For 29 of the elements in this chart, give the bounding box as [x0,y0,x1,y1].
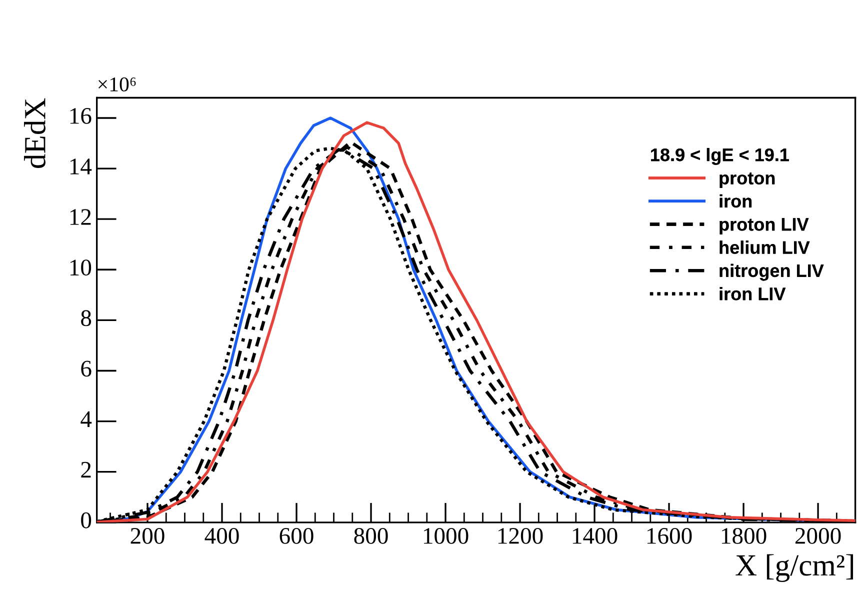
y-tick-label: 2 [81,462,91,478]
legend-title: 18.9 < lgE < 19.1 [651,148,789,165]
text: ×10⁶ [98,77,136,92]
legend-label: proton [720,172,775,188]
x-tick-label: 200 [130,528,164,544]
x-tick-label: 1600 [647,528,692,544]
legend-label: iron LIV [720,287,786,300]
y-tick-label: 6 [81,360,92,377]
y-tick-label: 14 [70,158,92,174]
x-tick-label: 1200 [498,528,543,544]
y-tick-label: 12 [70,209,91,225]
y-axis-title: dEdX [24,98,46,168]
x-axis-title: X [g/cm²] [736,554,854,582]
x-tick-label: 2000 [795,528,841,544]
x-tick-label: 1800 [722,528,766,544]
legend-label: proton LIV [720,218,809,234]
x-tick-label: 800 [354,528,388,544]
legend-label: helium LIV [720,240,810,254]
y-tick-label: 10 [70,260,92,276]
x-tick-label: 600 [280,528,314,544]
legend-label: iron [720,194,752,208]
y-tick-label: 0 [81,512,92,528]
x-tick-label: 400 [204,528,239,544]
y-tick-label: 8 [81,310,92,326]
x-tick-label: 1000 [424,528,468,544]
x-tick-label: 1400 [572,528,618,544]
y-tick-label: 4 [80,411,92,427]
legend-label: nitrogen LIV [720,264,824,281]
y-tick-label: 16 [70,108,92,124]
